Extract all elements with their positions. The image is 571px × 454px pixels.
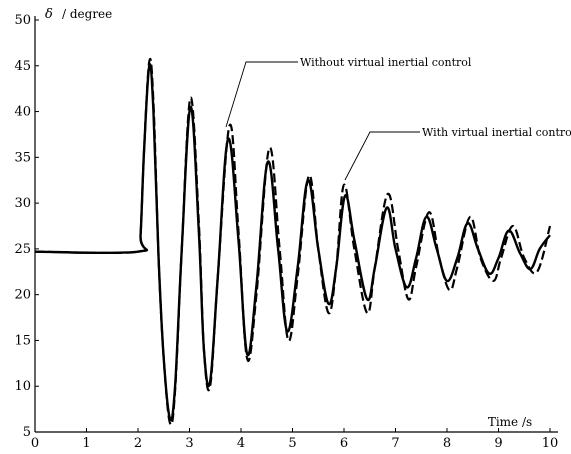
annotation-without-control-leader	[225, 61, 298, 128]
series-line-without-control	[34, 58, 552, 426]
annotations: Without virtual inertial control With vir…	[225, 56, 571, 181]
y-tick-label: 45	[14, 59, 31, 74]
x-tick-label: 2	[134, 436, 142, 451]
y-tick-label: 30	[14, 196, 31, 211]
y-axis-symbol: δ	[45, 7, 53, 22]
x-tick-label: 4	[237, 436, 245, 451]
y-tick-label: 50	[14, 13, 31, 28]
x-tick-label: 6	[340, 436, 348, 451]
y-tick-label: 40	[14, 105, 31, 120]
y-axis-unit: / degree	[62, 7, 112, 21]
annotation-with-control-leader	[344, 131, 420, 181]
x-axis-title: Time /s	[488, 415, 532, 429]
y-tick-label: 35	[14, 150, 31, 165]
annotation-with-control: With virtual inertial control	[422, 126, 571, 139]
y-tick-label: 20	[14, 288, 31, 303]
x-tick-label: 9	[494, 436, 502, 451]
y-tick-label: 15	[14, 333, 31, 348]
series-line-with-control	[34, 63, 551, 421]
x-tick-label: 0	[31, 436, 39, 451]
x-tick-label: 10	[542, 436, 559, 451]
x-tick-label: 1	[82, 436, 90, 451]
annotation-without-control: Without virtual inertial control	[300, 56, 472, 69]
x-tick-label: 5	[288, 436, 296, 451]
x-tick-label: 3	[185, 436, 193, 451]
plot-area	[34, 58, 552, 426]
y-tick-label: 10	[14, 379, 31, 394]
x-tick-label: 7	[391, 436, 399, 451]
y-tick-label: 25	[14, 242, 31, 257]
x-tick-label: 8	[443, 436, 451, 451]
y-tick-label: 5	[23, 425, 31, 440]
